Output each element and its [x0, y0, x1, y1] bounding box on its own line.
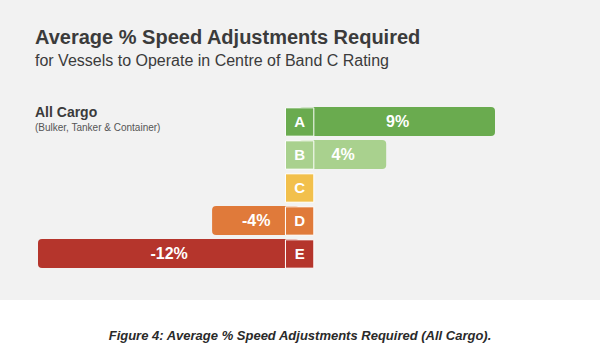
svg-text:4%: 4%	[332, 146, 355, 163]
html-text:All Cargo: All Cargo	[35, 104, 98, 120]
html-text:for Vessels to Operate in Cent: for Vessels to Operate in Centre of Band…	[35, 52, 389, 69]
svg-text:E: E	[295, 245, 305, 262]
html-text:(Bulker, Tanker & Container): (Bulker, Tanker & Container)	[35, 122, 161, 133]
svg-text:C: C	[294, 179, 305, 196]
svg-text:A: A	[294, 113, 305, 130]
html-text:Figure 4: Average % Speed Adju: Figure 4: Average % Speed Adjustments Re…	[108, 328, 492, 343]
svg-text:-4%: -4%	[242, 212, 270, 229]
svg-text:9%: 9%	[386, 113, 409, 130]
html-text:Average % Speed Adjustments Re: Average % Speed Adjustments Required	[35, 26, 421, 48]
svg-text:-12%: -12%	[150, 245, 187, 262]
svg-text:D: D	[294, 212, 305, 229]
svg-text:B: B	[294, 146, 305, 163]
